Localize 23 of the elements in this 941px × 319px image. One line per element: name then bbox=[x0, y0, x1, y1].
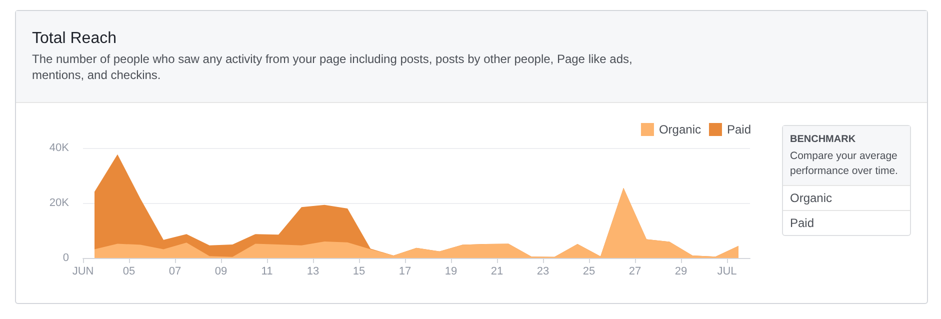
x-tick-label: 25 bbox=[582, 266, 596, 278]
x-tick-label: 13 bbox=[306, 266, 320, 278]
benchmark-card: BENCHMARK Compare your average performance over time. Organic Paid bbox=[782, 125, 911, 236]
x-tick-label: 17 bbox=[398, 266, 412, 278]
x-tick-label: 09 bbox=[214, 266, 228, 278]
legend-label: Organic bbox=[658, 122, 701, 136]
x-tick-label: 29 bbox=[674, 266, 688, 278]
x-tick-label: JUN bbox=[72, 266, 94, 278]
x-tick-label: 15 bbox=[352, 266, 366, 278]
x-tick-label: JUL bbox=[717, 266, 737, 278]
x-tick-label: 21 bbox=[490, 266, 504, 278]
x-tick-label: 23 bbox=[536, 266, 550, 278]
legend-label: Paid bbox=[726, 122, 752, 136]
chart-title: Total Reach bbox=[32, 30, 118, 48]
x-tick-label: 27 bbox=[628, 266, 642, 278]
y-tick-label: 0 bbox=[62, 252, 69, 264]
chart-subtitle: The number of people who saw any activity from your page including posts, posts by other people, Page like ads, mentions, and checkins. bbox=[32, 51, 634, 83]
y-tick-label: 40K bbox=[49, 142, 70, 154]
x-tick-label: 19 bbox=[444, 266, 458, 278]
x-tick-label: 05 bbox=[122, 266, 136, 278]
y-tick-label: 20K bbox=[49, 197, 70, 209]
x-tick-label: 11 bbox=[261, 266, 273, 278]
x-tick-label: 07 bbox=[168, 266, 182, 278]
